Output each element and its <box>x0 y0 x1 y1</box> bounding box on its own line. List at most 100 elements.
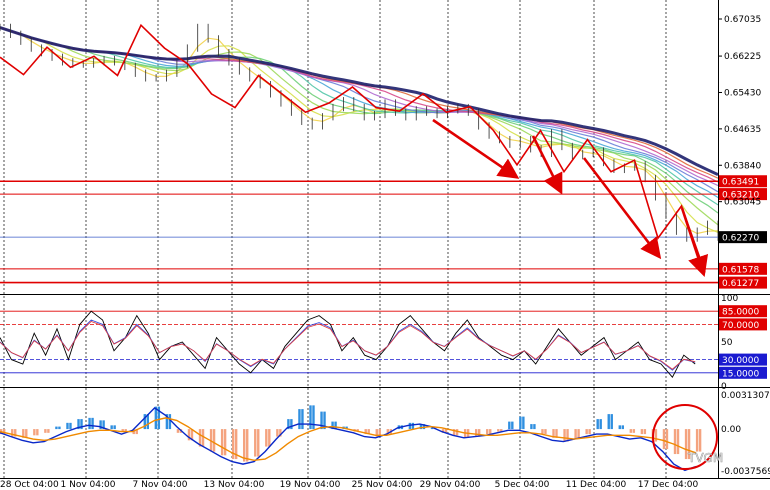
macd-histogram-bar <box>323 411 326 430</box>
macd-histogram-bar <box>246 429 249 462</box>
macd-histogram-bar <box>408 422 412 430</box>
macd-histogram-bar <box>419 424 423 430</box>
macd-histogram-bar <box>698 429 702 452</box>
macd-signal-line <box>0 417 697 462</box>
macd-histogram-bar <box>588 429 591 435</box>
level-badge <box>719 188 767 201</box>
price-tick-label: 0.63840 <box>724 161 761 171</box>
macd-histogram-bar <box>47 429 50 433</box>
macd-histogram-bar <box>276 429 279 437</box>
stoch-level-badge <box>719 366 767 379</box>
macd-histogram-bar <box>662 429 666 450</box>
time-tick-label: 11 Dec 04:00 <box>566 480 627 490</box>
macd-histogram-bar <box>364 429 367 435</box>
time-tick-label: 19 Nov 04:00 <box>280 480 341 490</box>
macd-histogram-bar <box>25 429 28 438</box>
time-tick-label: 1 Nov 04:00 <box>61 480 116 490</box>
time-tick-label: 25 Nov 04:00 <box>352 480 413 490</box>
macd-histogram-bar <box>243 429 246 462</box>
macd-histogram-bar <box>234 429 238 460</box>
macd-histogram-bar <box>80 419 83 430</box>
macd-tick-label: 0.0031307 <box>721 391 770 401</box>
macd-histogram-bar <box>618 425 621 430</box>
macd-histogram-bar <box>301 409 304 430</box>
macd-histogram-bar <box>298 409 301 430</box>
price-axis: 0.63491 0.63210 0.61578 0.61277 0.62270 0.670… <box>0 0 770 479</box>
macd-histogram-bar <box>22 429 25 438</box>
macd-histogram-bar <box>331 421 334 430</box>
level-badge-label: 0.63491 <box>722 178 759 188</box>
current-price-label: 0.62270 <box>722 234 759 244</box>
time-tick-label: 13 Nov 04:00 <box>204 480 265 490</box>
macd-histogram-bar <box>187 429 191 441</box>
time-tick-label: 28 Oct 04:00 <box>0 480 59 490</box>
macd-histogram-bar <box>632 429 636 433</box>
macd-histogram-bar <box>687 429 691 460</box>
ribbon-line <box>0 26 719 235</box>
macd-histogram-bar <box>334 421 337 430</box>
stoch-line <box>0 310 696 378</box>
macd-histogram-bar <box>477 429 481 437</box>
macd-histogram-bar <box>201 429 205 447</box>
macd-histogram-bar <box>279 429 282 437</box>
macd-histogram-bar <box>574 429 577 440</box>
macd-histogram-bar <box>511 421 514 430</box>
macd-histogram-bar <box>643 429 647 435</box>
macd-histogram-bar <box>596 419 599 430</box>
macd-histogram-bar <box>110 425 113 430</box>
ribbon-line <box>0 26 719 214</box>
macd-histogram-bar <box>610 414 613 430</box>
zigzag-line <box>0 23 706 273</box>
macd-histogram-bar <box>268 429 271 447</box>
ribbon-line <box>0 26 719 176</box>
ribbon-line <box>0 26 719 206</box>
macd-histogram-bar <box>77 419 80 430</box>
macd-histogram-bar <box>157 406 161 430</box>
trend-arrow <box>432 118 520 179</box>
macd-histogram-bar <box>486 429 489 435</box>
macd-histogram-bar <box>676 429 680 455</box>
macd-histogram-bar <box>621 425 624 430</box>
price-tick-label: 0.66225 <box>724 52 761 62</box>
highlight-circle <box>652 404 718 470</box>
macd-histogram-bar <box>220 429 224 456</box>
stochastic-panel <box>0 310 718 378</box>
macd-histogram-bar <box>665 429 669 450</box>
macd-histogram-bar <box>411 422 415 430</box>
price-tick-label: 0.65430 <box>724 88 761 98</box>
ribbon-line <box>0 26 719 179</box>
stoch-tick-label: 50 <box>721 338 733 348</box>
stoch-level-badge <box>719 305 767 318</box>
macd-histogram-bar <box>198 429 202 447</box>
level-badge-label: 0.61277 <box>722 279 759 289</box>
overlay: TVGM <box>652 404 724 470</box>
stoch-level-badge <box>719 318 767 331</box>
macd-histogram-bar <box>143 414 146 430</box>
macd-histogram-bar <box>135 429 138 435</box>
macd-histogram-bar <box>290 419 293 430</box>
macd-histogram-bar <box>452 429 456 436</box>
macd-histogram-bar <box>36 429 39 436</box>
macd-histogram-bar <box>474 429 478 437</box>
macd-histogram-bar <box>168 414 172 430</box>
macd-histogram-bar <box>287 419 290 430</box>
macd-histogram-bar <box>11 429 14 437</box>
trend-arrow <box>582 157 662 260</box>
price-tick-label: 0.64635 <box>724 125 761 135</box>
macd-histogram-bar <box>154 406 158 430</box>
macd-histogram-bar <box>3 429 6 435</box>
macd-histogram-bar <box>99 420 102 430</box>
stoch-tick-label: 0 <box>721 382 727 392</box>
stoch-level-label: 15.0000 <box>722 369 759 379</box>
macd-histogram-bar <box>124 429 127 432</box>
macd-histogram-bar <box>265 429 268 447</box>
level-badge-label: 0.63210 <box>722 191 759 201</box>
vertical-grid <box>3 0 667 478</box>
macd-histogram-bar <box>231 429 235 460</box>
stoch-level-badge <box>719 353 767 366</box>
macd-histogram-bar <box>378 429 381 437</box>
macd-histogram-bar <box>489 429 492 435</box>
stoch-level-label: 70.0000 <box>722 321 759 331</box>
macd-histogram-bar <box>552 429 555 438</box>
time-tick-label: 5 Dec 04:00 <box>495 480 550 490</box>
